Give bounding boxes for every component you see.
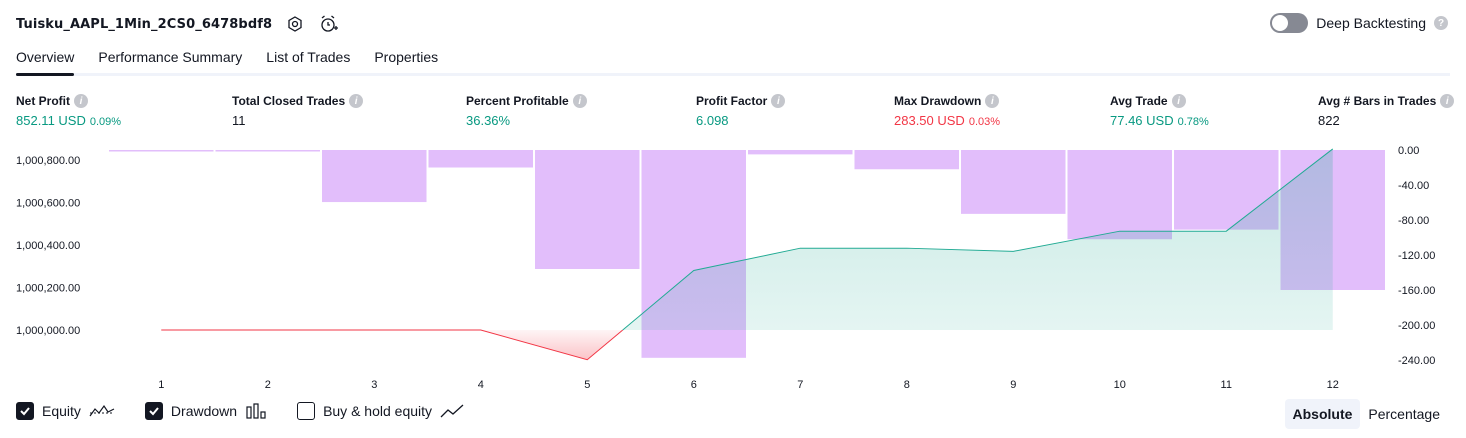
tab-list-of-trades[interactable]: List of Trades (266, 49, 351, 65)
metric-label: Total Closed Trades (232, 94, 346, 108)
legend-label: Drawdown (170, 403, 238, 419)
strategy-header: Tuisku_AAPL_1Min_2CS0_6478bdf8 (16, 12, 340, 36)
info-icon[interactable]: i (771, 94, 786, 108)
x-axis-tick-label: 1 (158, 379, 164, 391)
info-icon[interactable]: i (985, 94, 1000, 108)
x-axis-tick-label: 5 (584, 379, 590, 391)
legend-item-drawdown[interactable]: Drawdown (144, 402, 267, 420)
metric-label: Avg Trade (1110, 94, 1168, 108)
metric-value: 77.46 USD (1110, 113, 1174, 128)
right-axis-tick-label: -200.00 (1398, 320, 1435, 332)
drawdown-bar (854, 150, 959, 170)
metric-profit-factor: Profit Factor i 6.098 (696, 94, 786, 128)
buy-hold-line-icon (440, 404, 464, 418)
tab-properties[interactable]: Properties (374, 49, 439, 65)
alarm-clock-plus-icon[interactable] (318, 13, 340, 35)
x-axis-tick-label: 7 (797, 379, 803, 391)
chart-legend: Equity Drawdown Buy & hold equity (16, 402, 464, 420)
drawdown-bar (322, 150, 427, 203)
tab-performance-summary[interactable]: Performance Summary (98, 49, 243, 65)
right-axis-tick-label: -80.00 (1398, 215, 1429, 227)
metric-percent-profitable: Percent Profitable i 36.36% (466, 94, 587, 128)
metric-max-drawdown: Max Drawdown i 283.50 USD 0.03% (894, 94, 1000, 128)
metric-percent: 0.03% (968, 116, 1001, 128)
help-icon[interactable]: ? (1434, 16, 1448, 30)
deep-backtesting-toggle[interactable] (1270, 13, 1309, 33)
checkbox-checked[interactable] (16, 402, 34, 420)
deep-backtesting-control: Deep Backtesting ? (1270, 13, 1448, 33)
right-axis-tick-label: -40.00 (1398, 180, 1429, 192)
left-axis-tick-label: 1,000,800.00 (16, 155, 80, 167)
info-icon[interactable]: i (349, 94, 364, 108)
drawdown-bar (961, 150, 1066, 214)
metric-avg-bars-in-trades: Avg # Bars in Trades i 822 (1318, 94, 1455, 128)
drawdown-bar (535, 150, 640, 269)
equity-profit-area (622, 148, 1333, 330)
metric-label: Net Profit (16, 94, 70, 108)
right-axis-tick-label: -120.00 (1398, 250, 1435, 262)
x-axis-tick-label: 8 (904, 379, 910, 391)
right-axis-tick-label: 0.00 (1398, 145, 1419, 157)
metric-label: Max Drawdown (894, 94, 982, 108)
drawdown-bar (1067, 150, 1172, 240)
display-mode-switch: Absolute Percentage (1284, 399, 1449, 429)
x-axis-tick-label: 2 (265, 379, 271, 391)
x-axis-tick-label: 12 (1327, 379, 1339, 391)
x-axis-tick-label: 3 (371, 379, 377, 391)
legend-label: Equity (42, 403, 81, 419)
mode-percentage-button[interactable]: Percentage (1368, 406, 1440, 422)
drawdown-bars-icon (246, 403, 266, 419)
metric-label: Percent Profitable (466, 94, 569, 108)
left-axis-tick-label: 1,000,200.00 (16, 283, 80, 295)
info-icon[interactable]: i (572, 94, 587, 108)
tab-bar: Overview Performance Summary List of Tra… (16, 46, 1450, 76)
right-axis-tick-label: -160.00 (1398, 285, 1435, 297)
left-axis-tick-label: 1,000,400.00 (16, 240, 80, 252)
legend-item-buy-hold-equity[interactable]: Buy & hold equity (297, 402, 464, 420)
strategy-title: Tuisku_AAPL_1Min_2CS0_6478bdf8 (16, 16, 273, 32)
checkbox-checked[interactable] (144, 402, 163, 420)
equity-line-icon (89, 404, 115, 417)
legend-label: Buy & hold equity (323, 403, 433, 419)
metric-total-closed-trades: Total Closed Trades i 11 (232, 94, 364, 128)
metric-percent: 0.09% (89, 116, 122, 128)
legend-item-equity[interactable]: Equity (16, 402, 115, 420)
metric-value: 6.098 (696, 113, 729, 128)
metric-value: 852.11 USD (16, 113, 86, 128)
left-axis-tick-label: 1,000,000.00 (16, 325, 80, 337)
metric-value: 822 (1318, 113, 1340, 128)
metric-label: Profit Factor (696, 94, 768, 108)
x-axis-tick-label: 6 (691, 379, 697, 391)
equity-loss-area (480, 330, 623, 360)
drawdown-bar (748, 150, 853, 155)
metric-avg-trade: Avg Trade i 77.46 USD 0.78% (1110, 94, 1209, 128)
info-icon[interactable]: i (1440, 94, 1455, 108)
metric-net-profit: Net Profit i 852.11 USD 0.09% (16, 94, 121, 128)
x-axis-tick-label: 10 (1114, 379, 1126, 391)
tab-overview[interactable]: Overview (16, 46, 75, 76)
equity-drawdown-chart: 1,000,800.00 1,000,600.00 1,000,400.00 1,00… (16, 145, 1435, 391)
x-axis-tick-label: 11 (1221, 379, 1232, 391)
drawdown-bar (109, 150, 214, 152)
metric-label: Avg # Bars in Trades (1318, 94, 1437, 108)
info-icon[interactable]: i (74, 94, 88, 108)
checkbox-unchecked[interactable] (297, 402, 316, 420)
metric-value: 283.50 USD (894, 113, 965, 128)
right-axis-tick-label: -240.00 (1398, 355, 1435, 367)
deep-backtesting-label: Deep Backtesting (1316, 15, 1426, 31)
info-icon[interactable]: i (1171, 94, 1186, 108)
metric-value: 11 (232, 113, 246, 128)
x-axis-tick-label: 9 (1010, 379, 1016, 391)
drawdown-bar (428, 150, 533, 168)
equity-line-loss (161, 329, 624, 361)
mode-absolute-button[interactable]: Absolute (1284, 399, 1361, 429)
equity-line-profit (622, 148, 1334, 331)
drawdown-bar (215, 150, 320, 152)
x-axis-tick-label: 4 (478, 379, 484, 391)
left-axis-tick-label: 1,000,600.00 (16, 198, 80, 210)
metric-percent: 0.78% (1177, 116, 1209, 128)
metric-value: 36.36% (466, 113, 511, 128)
gear-hex-icon[interactable] (284, 13, 306, 35)
